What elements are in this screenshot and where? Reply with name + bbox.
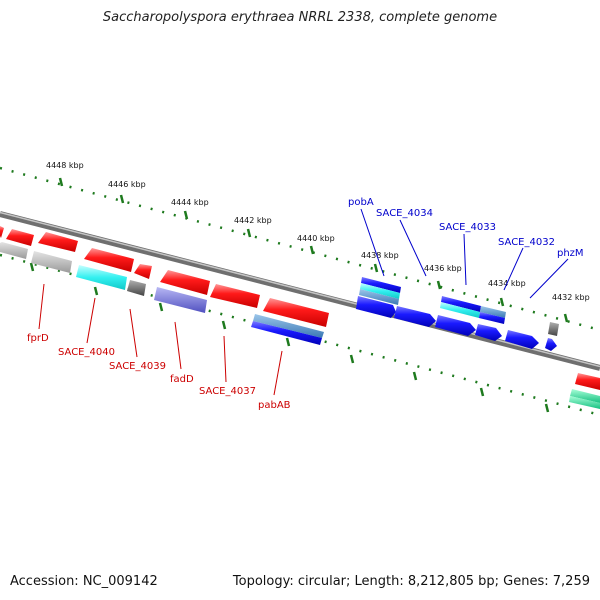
- gene-box: [154, 287, 207, 313]
- gene-box: [76, 265, 127, 290]
- inner-major-ticks: [29, 262, 550, 413]
- accession-text: Accession: NC_009142: [10, 574, 158, 589]
- gene-box: [253, 314, 324, 338]
- reverse-label-leaders: [38, 283, 283, 396]
- gene-arrow: [38, 232, 78, 252]
- kbp-label: 4446 kbp: [108, 180, 146, 189]
- gene-arrow: [160, 270, 210, 295]
- gene-box: [251, 321, 322, 345]
- gene-box: [361, 277, 401, 293]
- gene-arrow: [210, 284, 260, 308]
- inner-ruler: [0, 253, 600, 417]
- gene-label-reverse: fadD: [170, 374, 194, 385]
- gene-label-reverse: SACE_4040: [58, 347, 115, 358]
- gene-box: [548, 322, 559, 336]
- gene-arrow: [0, 226, 4, 238]
- gene-label-reverse: fprD: [27, 333, 49, 344]
- gene-box: [0, 242, 28, 259]
- gene-label-reverse: SACE_4037: [199, 386, 256, 397]
- gene-arrow: [545, 338, 557, 351]
- gene-arrow: [6, 229, 34, 246]
- genome-title: Saccharopolyspora erythraea NRRL 2338, c…: [102, 10, 498, 25]
- gene-box: [440, 302, 480, 318]
- gene-box: [127, 280, 146, 296]
- kbp-label: 4436 kbp: [424, 264, 462, 273]
- forward-genes-track: [356, 277, 600, 409]
- gene-label-forward: SACE_4034: [376, 208, 433, 219]
- kbp-label: 4442 kbp: [234, 216, 272, 225]
- gene-arrow: [575, 373, 600, 390]
- gene-label-forward: SACE_4032: [498, 237, 555, 248]
- gene-arrow: [394, 306, 436, 327]
- gene-label-forward: phzM: [557, 248, 584, 259]
- gene-arrow: [134, 264, 152, 279]
- topology-text: Topology: circular; Length: 8,212,805 bp…: [232, 574, 590, 589]
- gene-box: [569, 396, 600, 409]
- kbp-label: 4448 kbp: [46, 161, 84, 170]
- gene-label-forward: SACE_4033: [439, 222, 496, 233]
- gene-box: [480, 306, 506, 318]
- kbp-label: 4444 kbp: [171, 198, 209, 207]
- gene-label-forward: pobA: [348, 197, 374, 208]
- kbp-label: 4438 kbp: [361, 251, 399, 260]
- gene-label-reverse: pabAB: [258, 400, 291, 411]
- gene-arrow: [435, 315, 476, 336]
- kbp-label: 4432 kbp: [552, 293, 590, 302]
- gene-box: [359, 289, 399, 305]
- outer-ruler: [0, 166, 600, 332]
- gene-arrow: [505, 330, 539, 349]
- gene-label-reverse: SACE_4039: [109, 361, 166, 372]
- gene-box: [570, 389, 600, 403]
- outer-major-ticks: [58, 177, 569, 323]
- gene-arrow: [475, 324, 502, 341]
- gene-arrow: [356, 296, 396, 318]
- gene-box: [360, 283, 400, 299]
- gene-box: [31, 251, 72, 273]
- gene-arrow: [263, 298, 329, 327]
- forward-label-leaders: [360, 208, 569, 299]
- reverse-genes-track: [0, 226, 329, 345]
- gene-arrow: [84, 248, 134, 272]
- gene-box: [441, 296, 481, 312]
- kbp-label: 4440 kbp: [297, 234, 335, 243]
- gene-box: [479, 312, 505, 324]
- genome-backbone: [0, 211, 600, 371]
